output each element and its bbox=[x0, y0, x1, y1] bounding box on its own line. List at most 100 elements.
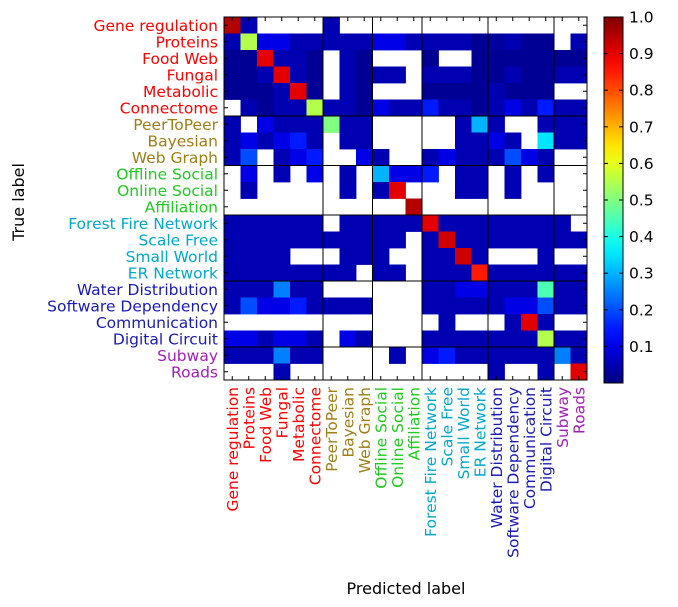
cell-r15-c10 bbox=[389, 264, 406, 282]
cell-r10-c10 bbox=[389, 182, 406, 199]
cell-r13-c3 bbox=[273, 231, 291, 249]
cell-r13-c14 bbox=[455, 231, 472, 249]
y-tick-label: Forest Fire Network bbox=[68, 215, 218, 233]
cell-r1-c21 bbox=[570, 33, 588, 51]
cell-r15-c4 bbox=[290, 264, 307, 282]
y-tick-label: Connectome bbox=[120, 99, 218, 117]
cell-r17-c18 bbox=[521, 297, 538, 315]
cell-r17-c16 bbox=[488, 297, 505, 315]
cell-r4-c0 bbox=[224, 83, 241, 100]
cell-r13-c10 bbox=[389, 231, 406, 249]
cell-r3-c3 bbox=[273, 66, 291, 84]
cell-r14-c14 bbox=[455, 248, 472, 265]
cell-r3-c18 bbox=[521, 66, 538, 84]
cell-r3-c2 bbox=[257, 66, 274, 84]
cell-r12-c11 bbox=[405, 215, 423, 232]
cell-r19-c3 bbox=[273, 330, 291, 348]
x-tick-label: Forest Fire Network bbox=[422, 387, 440, 537]
cell-r2-c5 bbox=[306, 50, 324, 67]
cell-r20-c18 bbox=[521, 347, 538, 364]
cell-r10-c17 bbox=[504, 182, 522, 199]
y-tick-label: Bayesian bbox=[147, 132, 218, 150]
y-tick-label: Proteins bbox=[156, 33, 218, 51]
cell-r9-c17 bbox=[504, 165, 522, 183]
colorbar-tick-label: 0.5 bbox=[629, 192, 654, 210]
cell-r3-c20 bbox=[554, 66, 571, 84]
cell-r7-c19 bbox=[537, 132, 555, 150]
cell-r8-c4 bbox=[290, 149, 307, 166]
cell-r8-c17 bbox=[504, 149, 522, 166]
cell-r6-c3 bbox=[273, 116, 291, 133]
cell-r16-c4 bbox=[290, 281, 307, 298]
cell-r15-c12 bbox=[422, 264, 439, 282]
x-tick-label: Small World bbox=[455, 387, 473, 479]
cell-r16-c19 bbox=[537, 281, 555, 298]
cell-r1-c18 bbox=[521, 33, 538, 51]
cell-r15-c15 bbox=[471, 264, 489, 282]
cell-r7-c5 bbox=[306, 132, 324, 150]
cell-r13-c6 bbox=[323, 231, 340, 249]
cell-r3-c14 bbox=[455, 66, 472, 84]
cell-r7-c14 bbox=[455, 132, 472, 150]
cell-r12-c2 bbox=[257, 215, 274, 232]
cell-r19-c12 bbox=[422, 330, 439, 348]
cell-r9-c3 bbox=[273, 165, 291, 183]
cell-r13-c16 bbox=[488, 231, 505, 249]
cell-r5-c13 bbox=[438, 99, 456, 117]
cell-r10-c14 bbox=[455, 182, 472, 199]
cell-r17-c6 bbox=[323, 297, 340, 315]
y-tick-label: Small World bbox=[126, 248, 218, 266]
cell-r19-c2 bbox=[257, 330, 274, 348]
cell-r8-c18 bbox=[521, 149, 538, 166]
x-tick-label: Water Distribution bbox=[488, 387, 506, 528]
cell-r16-c21 bbox=[570, 281, 588, 298]
cell-r7-c21 bbox=[570, 132, 588, 150]
cell-r16-c1 bbox=[240, 281, 258, 298]
cell-r4-c16 bbox=[488, 83, 505, 100]
cell-r3-c17 bbox=[504, 66, 522, 84]
cell-r21-c21 bbox=[570, 363, 588, 381]
cell-r18-c18 bbox=[521, 314, 538, 331]
cell-r7-c2 bbox=[257, 132, 274, 150]
colorbar-tick-label: 0.1 bbox=[629, 338, 654, 356]
cell-r5-c21 bbox=[570, 99, 588, 117]
x-tick-label: Subway bbox=[554, 387, 572, 448]
cell-r8-c14 bbox=[455, 149, 472, 166]
cell-r14-c1 bbox=[240, 248, 258, 265]
cell-r13-c4 bbox=[290, 231, 307, 249]
x-tick-label: Software Dependency bbox=[504, 387, 522, 558]
cell-r17-c17 bbox=[504, 297, 522, 315]
y-tick-label: Digital Circuit bbox=[113, 330, 218, 348]
cell-r8-c15 bbox=[471, 149, 489, 166]
cell-r6-c15 bbox=[471, 116, 489, 133]
cell-r8-c16 bbox=[488, 149, 505, 166]
cell-r3-c19 bbox=[537, 66, 555, 84]
x-tick-label: Food Web bbox=[257, 387, 275, 463]
cell-r17-c8 bbox=[356, 297, 373, 315]
cell-r6-c8 bbox=[356, 116, 373, 133]
cell-r16-c12 bbox=[422, 281, 439, 298]
cell-r12-c4 bbox=[290, 215, 307, 232]
cell-r0-c6 bbox=[323, 17, 340, 34]
y-tick-label: Subway bbox=[157, 347, 218, 365]
colorbar-tick-label: 0.4 bbox=[629, 228, 654, 246]
cell-r0-c1 bbox=[240, 17, 258, 34]
heatmap-cells bbox=[224, 17, 588, 381]
x-tick-label: Proteins bbox=[240, 387, 258, 449]
cell-r2-c1 bbox=[240, 50, 258, 67]
cell-r19-c19 bbox=[537, 330, 555, 348]
cell-r4-c4 bbox=[290, 83, 307, 100]
cell-r8-c0 bbox=[224, 149, 241, 166]
cell-r13-c12 bbox=[422, 231, 439, 249]
cell-r7-c7 bbox=[339, 132, 357, 150]
cell-r7-c3 bbox=[273, 132, 291, 150]
cell-r13-c7 bbox=[339, 231, 357, 249]
cell-r12-c1 bbox=[240, 215, 258, 232]
cell-r5-c15 bbox=[471, 99, 489, 117]
cell-r8-c9 bbox=[372, 149, 390, 166]
cell-r1-c10 bbox=[389, 33, 406, 51]
cell-r9-c7 bbox=[339, 165, 357, 183]
x-tick-label: Offline Social bbox=[372, 387, 390, 489]
